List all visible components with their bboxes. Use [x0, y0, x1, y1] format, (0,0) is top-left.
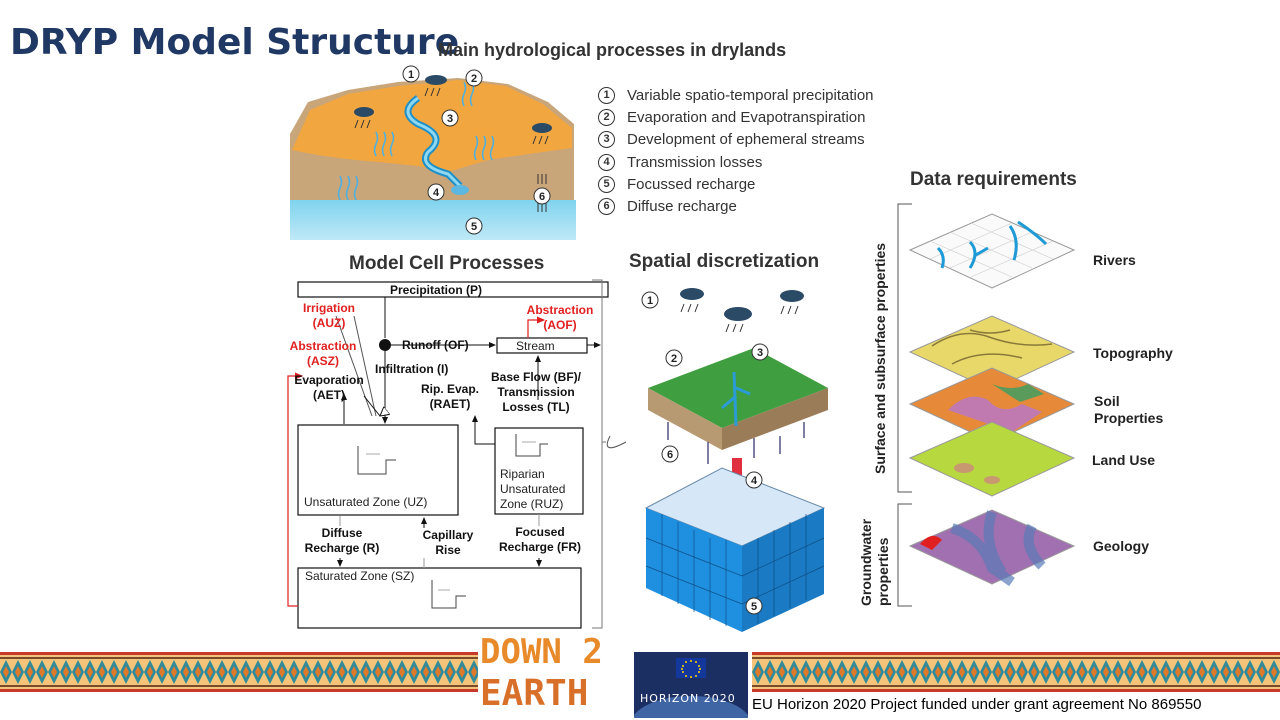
data-requirements-heading: Data requirements: [910, 169, 1077, 190]
precipitation-label: Precipitation (P): [390, 283, 483, 297]
horizon-2020-logo: HORIZON 2020: [634, 652, 748, 718]
hydrology-landscape-illustration: 1 2 3 4 5 6: [290, 65, 576, 240]
spatial-marker-1: 1: [647, 295, 653, 307]
baseflow-line-1: Base Flow (BF)/: [490, 370, 581, 384]
riparian-evap-label: Rip. Evap. (RAET): [414, 382, 486, 412]
baseflow-line-3: Losses (TL): [502, 400, 570, 414]
abstraction-sz-code: (ASZ): [307, 354, 339, 368]
process-label: Evaporation and Evapotranspiration: [627, 108, 866, 126]
spatial-marker-3: 3: [757, 347, 763, 359]
spatial-marker-2: 2: [671, 353, 677, 365]
irrigation-line: Irrigation: [302, 301, 355, 315]
riparian-evap-code: (RAET): [429, 397, 471, 411]
process-number: 1: [598, 86, 615, 104]
process-number: 4: [598, 153, 615, 171]
footer-funding-text: EU Horizon 2020 Project funded under gra…: [752, 696, 1202, 713]
layer-soil-line-2: Properties: [1094, 410, 1164, 426]
process-number: 3: [598, 131, 615, 149]
layer-geology-label: Geology: [1093, 538, 1150, 554]
abstraction-sz-line: Abstraction: [289, 339, 357, 353]
spatial-discretization-illustration: 1 2 3 4 5 6: [606, 288, 828, 632]
horizon-2020-text: HORIZON 2020: [640, 692, 736, 705]
groundwater-line-2: properties: [875, 537, 891, 606]
logo-line-2: EARTH: [480, 673, 589, 714]
evaporation-line: Evaporation: [294, 373, 364, 387]
saturated-zone-label: Saturated Zone (SZ): [305, 569, 415, 583]
process-item-1: 1 Variable spatio-temporal precipitation: [598, 84, 874, 106]
evaporation-code: (AET): [313, 388, 345, 402]
stream-label: Stream: [516, 339, 555, 353]
down2earth-logo: DOWN 2 EARTH: [480, 632, 612, 720]
process-label: Variable spatio-temporal precipitation: [627, 86, 874, 104]
process-number: 5: [598, 175, 615, 193]
evaporation-label: Evaporation (AET): [286, 373, 372, 403]
slide-title: DRYP Model Structure: [10, 22, 460, 63]
spatial-marker-4: 4: [751, 475, 758, 487]
abstraction-stream-label: Abstraction (AOF): [520, 303, 600, 333]
abstraction-stream-code: (AOF): [543, 318, 577, 332]
process-item-4: 4 Transmission losses: [598, 151, 874, 173]
focused-code: Recharge (FR): [498, 540, 581, 554]
irrigation-code: (AUZ): [312, 316, 346, 330]
riparian-zone-line-2: Unsaturated: [500, 482, 566, 496]
process-label: Development of ephemeral streams: [627, 131, 865, 149]
layer-soil-label: Soil Properties: [1094, 393, 1163, 427]
process-item-5: 5 Focussed recharge: [598, 173, 874, 195]
riparian-zone-line-3: Zone (RUZ): [500, 497, 564, 511]
capillary-line-1: Capillary: [422, 528, 474, 542]
process-number: 6: [598, 198, 615, 216]
layer-rivers-label: Rivers: [1093, 252, 1136, 268]
riparian-evap-line: Rip. Evap.: [420, 382, 479, 396]
unsaturated-zone-label: Unsaturated Zone (UZ): [304, 495, 428, 509]
layer-topography-label: Topography: [1093, 345, 1173, 361]
abstraction-sz-label: Abstraction (ASZ): [282, 339, 364, 369]
process-item-3: 3 Development of ephemeral streams: [598, 129, 874, 151]
diffuse-code: Recharge (R): [304, 541, 380, 555]
landscape-marker-5: 5: [471, 221, 477, 233]
infiltration-label: Infiltration (I): [375, 362, 449, 376]
capillary-line-2: Rise: [435, 543, 461, 557]
process-label: Focussed recharge: [627, 175, 756, 193]
logo-line-1: DOWN 2: [480, 632, 603, 672]
decorative-border-left: [0, 652, 478, 692]
surface-properties-label: Surface and subsurface properties: [872, 242, 888, 474]
process-label: Diffuse recharge: [627, 198, 737, 216]
process-list: 1 Variable spatio-temporal precipitation …: [598, 84, 874, 218]
spatial-marker-6: 6: [667, 449, 673, 461]
process-item-6: 6 Diffuse recharge: [598, 195, 874, 217]
focused-recharge-label: Focused Recharge (FR): [488, 525, 592, 555]
spatial-heading: Spatial discretization: [629, 251, 820, 272]
main-processes-heading: Main hydrological processes in drylands: [438, 40, 787, 60]
abstraction-stream-line: Abstraction: [526, 303, 594, 317]
process-number: 2: [598, 108, 615, 126]
landscape-marker-3: 3: [447, 113, 453, 125]
landscape-marker-6: 6: [539, 191, 545, 203]
baseflow-label: Base Flow (BF)/ Transmission Losses (TL): [484, 370, 588, 415]
eu-flag-icon: [634, 658, 748, 718]
data-layers-illustration: [897, 203, 1076, 607]
runoff-label: Runoff (OF): [402, 338, 469, 352]
decorative-border-right: [752, 652, 1280, 692]
landscape-marker-1: 1: [408, 69, 414, 81]
layer-soil-line-1: Soil: [1094, 393, 1120, 409]
landscape-marker-2: 2: [471, 73, 477, 85]
baseflow-line-2: Transmission: [497, 385, 575, 399]
focused-line: Focused: [515, 525, 565, 539]
groundwater-properties-label: Groundwater properties: [858, 519, 892, 606]
process-item-2: 2 Evaporation and Evapotranspiration: [598, 106, 874, 128]
model-cell-lines: [287, 279, 609, 629]
capillary-rise-label: Capillary Rise: [410, 528, 486, 558]
landscape-marker-4: 4: [433, 187, 440, 199]
groundwater-line-1: Groundwater: [858, 518, 874, 606]
process-label: Transmission losses: [627, 153, 763, 171]
diffuse-recharge-label: Diffuse Recharge (R): [296, 526, 388, 556]
irrigation-label: Irrigation (AUZ): [290, 301, 368, 331]
riparian-zone-label: Riparian Unsaturated Zone (RUZ): [500, 467, 565, 512]
model-cell-heading: Model Cell Processes: [349, 253, 545, 274]
spatial-marker-5: 5: [751, 601, 757, 613]
diffuse-line: Diffuse: [321, 526, 363, 540]
riparian-zone-line-1: Riparian: [500, 467, 545, 481]
layer-landuse-label: Land Use: [1092, 452, 1156, 468]
